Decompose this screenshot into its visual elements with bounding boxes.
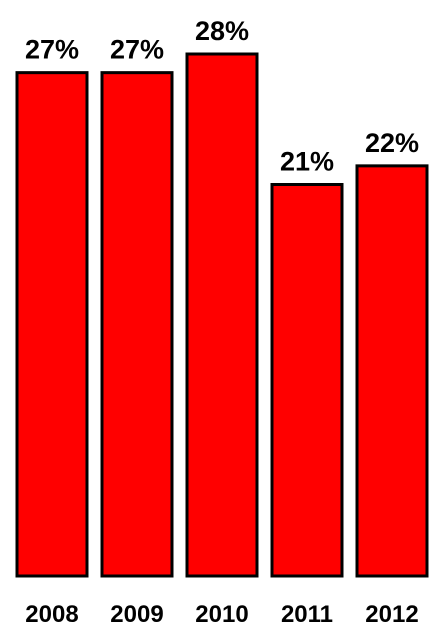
category-label-2011: 2011	[281, 601, 333, 628]
category-label-2009: 2009	[110, 601, 163, 628]
bar-2012	[355, 164, 429, 578]
bar-2008	[15, 71, 89, 578]
value-label-2009: 27%	[110, 35, 164, 65]
category-label-2010: 2010	[195, 601, 248, 628]
bar-2009	[100, 71, 174, 578]
category-label-2008: 2008	[25, 601, 78, 628]
category-label-2012: 2012	[365, 601, 418, 628]
value-label-2011: 21%	[280, 147, 334, 177]
value-label-2012: 22%	[365, 128, 419, 158]
value-label-2010: 28%	[195, 16, 249, 46]
bar-2011	[270, 183, 344, 578]
value-label-2008: 27%	[25, 35, 79, 65]
bar-2010	[185, 52, 259, 578]
